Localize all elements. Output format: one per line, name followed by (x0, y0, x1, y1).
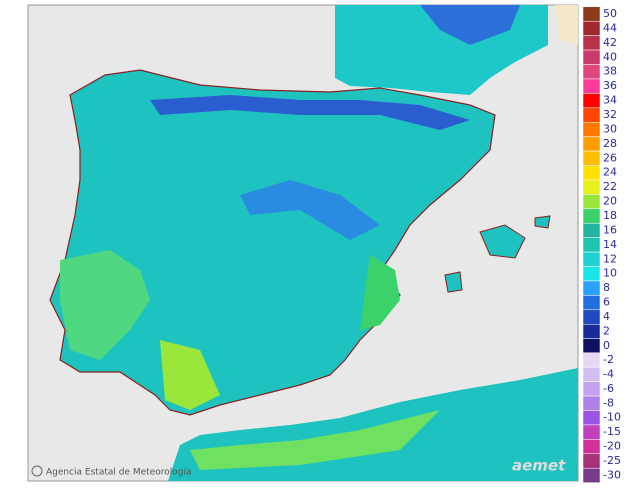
legend-swatch (582, 295, 601, 311)
highland (240, 180, 380, 240)
legend-label: 38 (603, 65, 617, 78)
legend-label: 18 (603, 209, 617, 222)
legend-label: 20 (603, 195, 617, 208)
legend-label: -15 (603, 425, 621, 438)
legend-label: 16 (603, 223, 617, 236)
legend-swatch (582, 237, 601, 253)
legend-swatch (582, 93, 601, 109)
highland (150, 95, 470, 130)
legend-label: 14 (603, 238, 617, 251)
legend-swatch (582, 35, 601, 51)
legend-label: 28 (603, 137, 617, 150)
legend-swatch (582, 222, 601, 238)
legend-label: 8 (603, 281, 610, 294)
warm-area (60, 250, 150, 360)
legend-label: 24 (603, 166, 617, 179)
legend-swatch (582, 20, 601, 36)
legend-swatch (582, 64, 601, 80)
legend-label: -30 (603, 468, 621, 481)
legend-label: 34 (603, 94, 617, 107)
land-island (479, 224, 526, 259)
legend-swatch (582, 352, 601, 368)
legend-swatch (582, 107, 601, 123)
legend-swatch (582, 467, 601, 483)
copyright-icon (31, 465, 43, 477)
legend-swatch (582, 121, 601, 137)
legend-label: 32 (603, 108, 617, 121)
legend-label: 50 (603, 7, 617, 20)
logo-text: aemet (512, 457, 566, 475)
legend-swatch (582, 136, 601, 152)
legend-swatch (582, 410, 601, 426)
warm-area (160, 340, 220, 410)
legend-swatch (582, 381, 601, 397)
legend-label: 6 (603, 296, 610, 309)
legend: 5044424038363432302826242220181614121086… (582, 6, 621, 483)
legend-swatch (582, 208, 601, 224)
legend-label: 26 (603, 151, 617, 164)
land-island (534, 215, 551, 229)
legend-label: 10 (603, 267, 617, 280)
land-island (444, 271, 463, 293)
legend-label: -6 (603, 382, 614, 395)
legend-label: -4 (603, 367, 614, 380)
legend-label: -10 (603, 411, 621, 424)
legend-swatch (582, 251, 601, 267)
legend-swatch (582, 366, 601, 382)
legend-swatch (582, 323, 601, 339)
legend-label: -20 (603, 440, 621, 453)
legend-label: 2 (603, 324, 610, 337)
legend-label: 22 (603, 180, 617, 193)
land-other (555, 5, 578, 45)
legend-swatch (582, 439, 601, 455)
legend-swatch (582, 309, 601, 325)
legend-swatch (582, 266, 601, 282)
legend-label: 0 (603, 339, 610, 352)
legend-swatch (582, 6, 601, 22)
legend-swatch (582, 150, 601, 166)
legend-label: -8 (603, 396, 614, 409)
legend-label: 40 (603, 50, 617, 63)
legend-label: 30 (603, 122, 617, 135)
warm-area (360, 255, 400, 330)
legend-swatch (582, 453, 601, 469)
legend-swatch (582, 165, 601, 181)
legend-label: -2 (603, 353, 614, 366)
highland (420, 5, 520, 45)
legend-swatch (582, 280, 601, 296)
legend-swatch (582, 194, 601, 210)
legend-label: 36 (603, 79, 617, 92)
legend-label: -25 (603, 454, 621, 467)
legend-swatch (582, 78, 601, 94)
legend-label: 42 (603, 36, 617, 49)
footer-text: Agencia Estatal de Meteorología (46, 468, 192, 478)
legend-label: 12 (603, 252, 617, 265)
warm-area (190, 410, 440, 470)
legend-swatch (582, 338, 601, 354)
legend-label: 4 (603, 310, 610, 323)
land-iberia (49, 69, 496, 416)
legend-swatch (582, 49, 601, 65)
legend-swatch (582, 179, 601, 195)
legend-label: 44 (603, 21, 617, 34)
legend-swatch (582, 424, 601, 440)
legend-swatch (582, 395, 601, 411)
